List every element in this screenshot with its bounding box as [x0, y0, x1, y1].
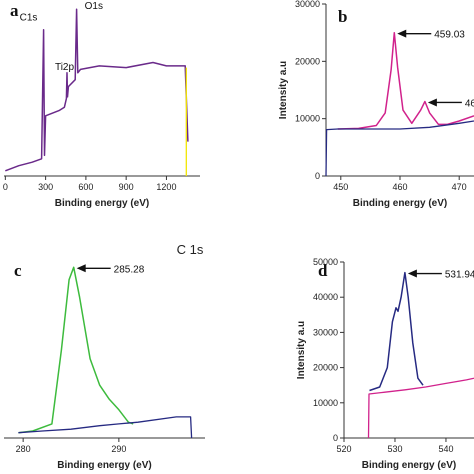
y-axis-label-d: Intensity a.u: [296, 321, 307, 379]
panel-label-d: d: [318, 261, 328, 280]
panel-label-b: b: [338, 7, 347, 26]
panel-c-c1s-spectrum: c C 1s 280 290 Binding energy (eV) 285.28: [4, 242, 205, 471]
series-line-a-0: [5, 8, 189, 172]
x-tick-label: 530: [387, 444, 402, 454]
series-line-d-0: [369, 271, 424, 392]
peak-label: C1s: [20, 13, 38, 24]
y-axis-label-b: Intensity a.u: [278, 61, 289, 119]
x-tick-label: 900: [119, 182, 134, 192]
x-tick-label: 0: [3, 182, 8, 192]
x-tick-label: 300: [38, 182, 53, 192]
panel-label-a: a: [10, 1, 19, 20]
annotation-arrowhead: [407, 269, 417, 278]
y-tick-label: 0: [315, 171, 320, 181]
y-tick-label: 10000: [313, 398, 338, 408]
series-line-c-1: [18, 416, 193, 439]
y-tick-label: 50000: [313, 257, 338, 267]
peak-annotation: 285.28: [114, 264, 145, 275]
panel-d-o1s-spectrum: d 520 530 540 0 10000 20000 30000 40000 50000 Bind…: [296, 257, 474, 471]
x-tick-label: 540: [438, 444, 453, 454]
peak-annotation: 459.03: [434, 30, 465, 41]
x-axis-label-d: Binding energy (eV): [362, 460, 456, 471]
series-line-d-1: [367, 377, 474, 439]
series-line-b-0: [337, 31, 474, 130]
chart-title-c: C 1s: [177, 242, 204, 257]
peak-label: O1s: [85, 1, 103, 12]
panel-a-xps-survey: a 0 300 600 900 1200 Binding energy (eV) C1s Ti2…: [3, 1, 200, 209]
peak-label: Ti2p: [55, 62, 75, 73]
y-tick-label: 10000: [295, 114, 320, 124]
x-tick-label: 280: [16, 444, 31, 454]
y-tick-label: 30000: [313, 327, 338, 337]
y-tick-label: 20000: [295, 56, 320, 66]
y-tick-label: 30000: [295, 0, 320, 9]
x-tick-label: 460: [392, 182, 407, 192]
x-axis-label-b: Binding energy (eV): [353, 198, 447, 209]
annotation-arrowhead: [427, 98, 437, 107]
panel-label-c: c: [14, 261, 22, 280]
series-line-c-0: [18, 266, 134, 434]
annotation-arrowhead: [397, 29, 407, 38]
series-line-b-1: [325, 120, 474, 177]
annotation-arrowhead: [76, 264, 86, 273]
x-tick-label: 600: [78, 182, 93, 192]
x-tick-label: 450: [333, 182, 348, 192]
x-tick-label: 470: [452, 182, 467, 192]
peak-annotation: 531.94: [445, 270, 474, 281]
y-tick-label: 20000: [313, 363, 338, 373]
peak-annotation: 464.: [465, 98, 474, 109]
x-tick-label: 290: [111, 444, 126, 454]
y-tick-label: 0: [333, 433, 338, 443]
y-tick-label: 40000: [313, 292, 338, 302]
x-tick-label: 520: [336, 444, 351, 454]
x-axis-label-a: Binding energy (eV): [55, 198, 149, 209]
x-tick-label: 1200: [156, 182, 176, 192]
x-axis-label-c: Binding energy (eV): [57, 460, 151, 471]
panel-b-ti2p-spectrum: b 450 460 470 0 10000 20000 30000 Binding energy…: [278, 0, 474, 209]
